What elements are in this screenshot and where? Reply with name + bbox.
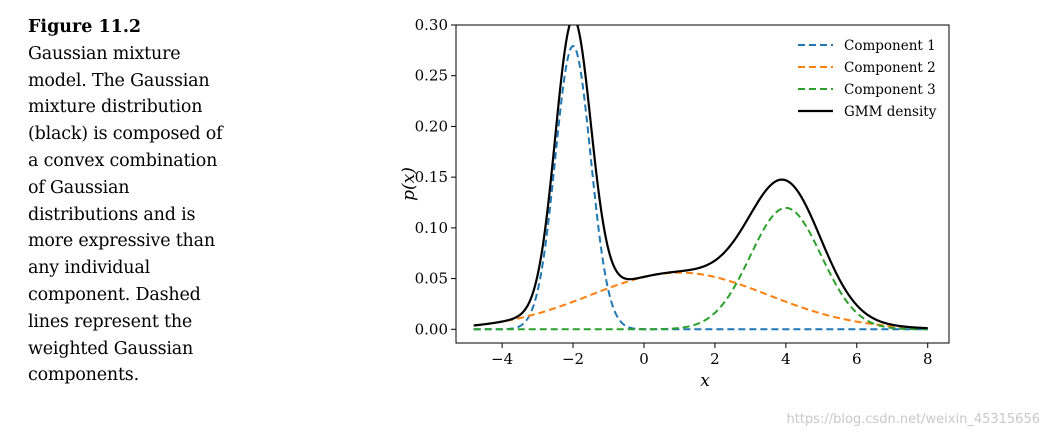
legend-label: GMM density <box>844 104 937 120</box>
ticks-layer: −4 −2 0 2 4 6 8 0.00 0.05 0.10 0.15 0.20 0.25 0.30 <box>415 16 933 368</box>
y-tick-label: 0.10 <box>415 219 448 237</box>
y-tick-label: 0.20 <box>415 117 448 135</box>
x-axis-label: x <box>700 371 710 391</box>
y-tick-label: 0.05 <box>415 270 448 288</box>
watermark: https://blog.csdn.net/weixin_45315656 <box>786 412 1040 427</box>
y-tick-label: 0.00 <box>415 320 448 338</box>
series-line-gmm-density <box>473 25 928 330</box>
x-tick-label: 4 <box>781 350 791 368</box>
y-tick-label: 0.30 <box>415 16 448 34</box>
figure-title: Figure 11.2 <box>28 17 142 37</box>
legend-label: Component 1 <box>844 38 936 54</box>
x-tick-label: −4 <box>491 350 513 368</box>
x-tick-label: 2 <box>710 350 720 368</box>
legend: Component 1 Component 2 Component 3 GMM den… <box>798 38 937 120</box>
series-line-component-3 <box>473 206 928 331</box>
legend-label: Component 2 <box>844 60 936 76</box>
legend-label: Component 3 <box>844 82 936 98</box>
series-line-component-1 <box>473 45 928 331</box>
y-axis-label: p(x) <box>399 167 419 201</box>
x-tick-label: 0 <box>639 350 649 368</box>
figure-caption: Figure 11.2 Gaussian mixture model. The … <box>28 14 228 389</box>
x-tick-label: 6 <box>852 350 862 368</box>
y-tick-label: 0.15 <box>415 168 448 186</box>
x-tick-label: 8 <box>923 350 933 368</box>
figure-caption-text: Gaussian mixture model. The Gaussian mix… <box>28 43 223 386</box>
series-line-component-2 <box>473 271 928 330</box>
y-tick-label: 0.25 <box>415 67 448 85</box>
series-layer <box>473 25 928 331</box>
x-tick-label: −2 <box>562 350 584 368</box>
plot-frame <box>455 24 950 344</box>
